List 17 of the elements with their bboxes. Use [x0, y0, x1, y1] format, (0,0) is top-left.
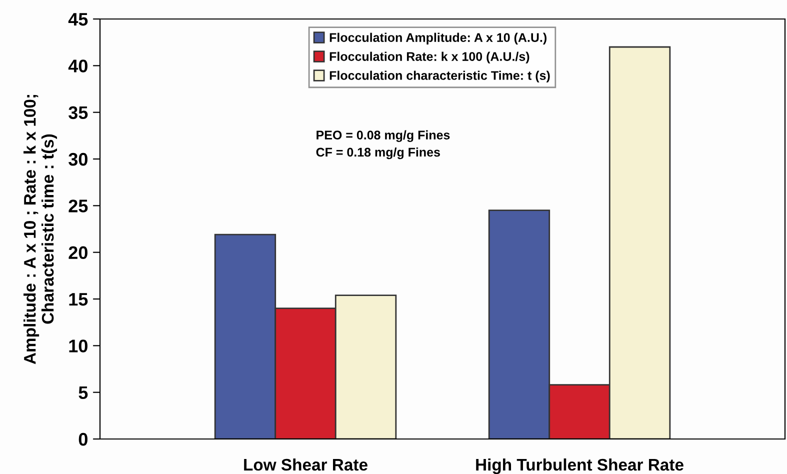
y-tick-label: 15	[69, 293, 88, 306]
x-tick-label: High Turbulent Shear Rate	[476, 458, 684, 474]
y-tick-label: 40	[68, 60, 88, 72]
y-tick-label: 25	[68, 200, 88, 212]
x-tick-label: Low Shear Rate	[244, 458, 368, 471]
annotation: PEO = 0.08 mg/g Fines CF = 0.18 mg/g Fines	[316, 130, 450, 160]
y-tick-label: 5	[78, 386, 88, 400]
y-tick-label: 30	[68, 152, 88, 166]
y-tick-label: 45	[68, 13, 88, 26]
y-tick-label: 35	[68, 106, 88, 120]
y-tick-label: 0	[78, 432, 88, 446]
y-tick-label: 10	[69, 340, 88, 352]
legend-label: Flocculation characteristic Time: t (s)	[330, 70, 550, 82]
legend-label: Flocculation Rate: k x 100 (A.U./s)	[330, 52, 530, 64]
y-tick-label: 20	[68, 246, 88, 260]
legend-label: Flocculation Amplitude: A x 10 (A.U.)	[330, 32, 546, 44]
y-axis-title: Amplitude : A x 10 ; Rate : k x 100; Characteristic time : t(s)	[24, 95, 57, 364]
